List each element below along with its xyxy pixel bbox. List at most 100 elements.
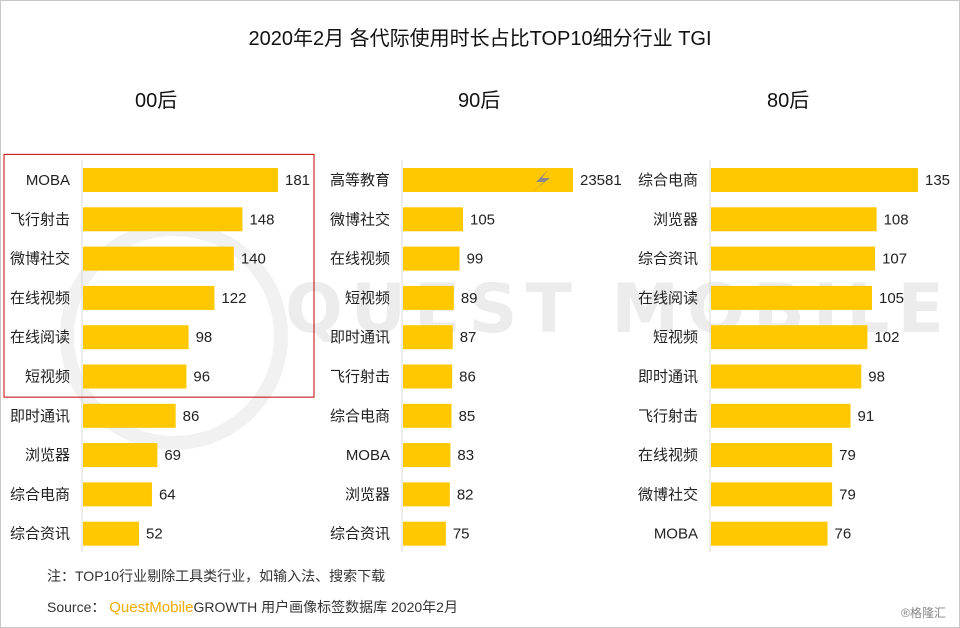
chart-title: 2020年2月 各代际使用时长占比TOP10细分行业 TGI [248,28,712,50]
category-label-1-5: 飞行射击 [330,369,390,386]
category-label-1-2: 在线视频 [330,251,390,268]
bar-2-7 [711,443,833,468]
bar-0-0 [83,168,278,192]
bar-1-1 [403,207,463,232]
category-label-0-5: 短视频 [25,369,70,386]
category-label-1-8: 浏览器 [345,486,390,503]
bar-0-6 [83,403,176,428]
bar-0-4 [83,325,189,350]
bar-1-2 [403,246,460,271]
bar-0-2 [83,246,234,271]
bar-2-2 [711,246,876,271]
category-label-1-4: 即时通讯 [330,329,390,346]
category-label-2-8: 微博社交 [638,485,698,503]
category-label-2-7: 在线视频 [638,447,698,464]
value-label-0-3: 122 [221,290,246,307]
value-label-1-3: 89 [461,290,478,307]
value-label-1-0: 23581 [580,172,622,189]
value-label-2-3: 105 [879,290,904,307]
bar-2-4 [711,325,868,350]
category-label-1-3: 短视频 [345,290,390,307]
category-label-2-9: MOBA [654,526,698,543]
bar-1-4 [403,325,453,350]
bar-1-6 [403,403,452,428]
value-label-2-4: 102 [874,329,899,346]
bar-2-9 [711,521,828,546]
value-label-0-4: 98 [196,329,213,346]
category-label-1-9: 综合资讯 [330,526,390,543]
category-label-1-7: MOBA [346,447,390,464]
gelonghui-logo: ®格隆汇 [901,606,946,620]
bar-1-7 [403,443,451,468]
bar-0-9 [83,521,140,546]
value-label-0-7: 69 [164,447,181,464]
axis-break-icon [532,170,550,192]
category-label-0-9: 综合资讯 [10,526,70,543]
group-title-00: 00后 [135,90,178,112]
bar-0-8 [83,482,152,507]
category-label-2-1: 浏览器 [653,211,698,228]
value-label-1-1: 105 [470,211,495,228]
bar-1-5 [403,364,453,389]
value-label-2-5: 98 [868,369,885,386]
category-label-2-6: 飞行射击 [638,408,698,425]
footnote: 注：TOP10行业剔除工具类行业，如输入法、搜索下载 [47,568,386,584]
source-suffix: GROWTH 用户画像标签数据库 2020年2月 [193,599,458,615]
category-label-0-6: 即时通讯 [10,408,70,425]
category-label-0-0: MOBA [26,172,70,189]
category-label-2-5: 即时通讯 [638,369,698,386]
value-label-2-2: 107 [882,251,907,268]
category-label-2-3: 在线阅读 [638,290,698,307]
bar-2-3 [711,285,872,310]
value-label-0-1: 148 [249,211,274,228]
category-label-0-4: 在线阅读 [10,329,70,346]
value-label-0-5: 96 [193,369,210,386]
category-label-2-0: 综合电商 [638,172,698,189]
category-label-0-2: 微博社交 [10,250,70,268]
value-label-1-5: 86 [459,369,476,386]
value-label-0-6: 86 [183,408,200,425]
bar-2-5 [711,364,862,389]
category-label-1-0: 高等教育 [330,171,390,189]
source-prefix: Source： [47,599,106,615]
value-label-0-0: 181 [285,172,310,189]
bar-2-8 [711,482,833,507]
category-label-0-1: 飞行射击 [10,211,70,228]
value-label-0-2: 140 [241,251,266,268]
bar-2-1 [711,207,877,232]
source-line: Source： QuestMobileGROWTH 用户画像标签数据库 2020… [47,597,458,617]
value-label-2-7: 79 [839,447,856,464]
category-label-2-2: 综合资讯 [638,251,698,268]
bar-0-1 [83,207,243,232]
value-label-2-0: 135 [925,172,950,189]
category-label-0-3: 在线视频 [10,290,70,307]
category-label-1-6: 综合电商 [330,408,390,425]
bar-1-0 [403,168,573,192]
value-label-2-1: 108 [884,211,909,228]
value-label-2-8: 79 [839,486,856,503]
bar-1-9 [403,521,446,546]
bar-1-8 [403,482,450,507]
value-label-1-4: 87 [460,329,477,346]
bar-0-3 [83,285,215,310]
value-label-0-9: 52 [146,526,163,543]
bar-0-7 [83,443,158,468]
value-label-1-2: 99 [467,251,484,268]
bar-2-6 [711,403,851,428]
category-label-1-1: 微博社交 [330,210,390,228]
value-label-0-8: 64 [159,486,176,503]
value-label-1-9: 75 [453,526,470,543]
group-title-80: 80后 [767,90,810,112]
bar-1-3 [403,285,454,310]
bar-0-5 [83,364,187,389]
value-label-2-9: 76 [835,526,852,543]
category-label-0-7: 浏览器 [25,447,70,464]
category-label-0-8: 综合电商 [10,486,70,503]
value-label-1-7: 83 [457,447,474,464]
highlight-box [3,153,315,398]
value-label-1-8: 82 [457,486,474,503]
questmobile-brand: QuestMobile [109,599,194,616]
group-title-90: 90后 [458,90,501,112]
value-label-1-6: 85 [459,408,476,425]
